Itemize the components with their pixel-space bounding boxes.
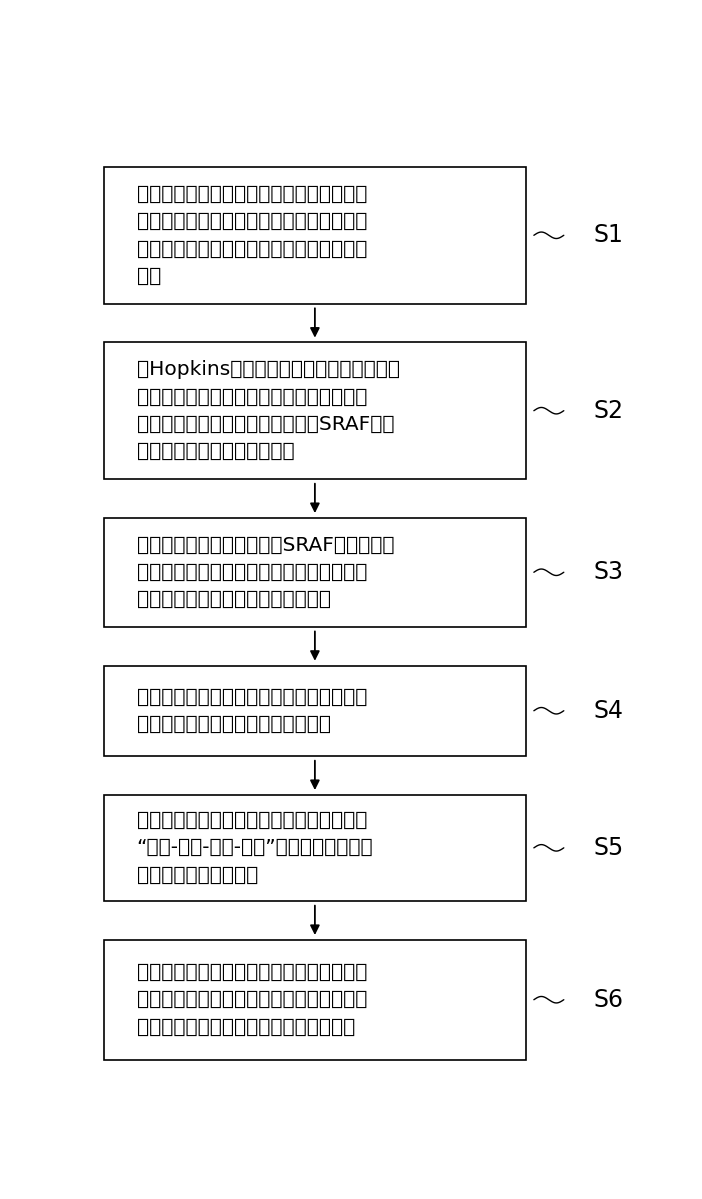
Text: S4: S4 bbox=[594, 699, 623, 723]
Text: S3: S3 bbox=[594, 560, 623, 584]
Text: 使用遗传进化算法对当前所述种群重复进行
“评价-选择-交叉-变异”计算，获得所述评
价标准函数的迭代更新: 使用遗传进化算法对当前所述种群重复进行 “评价-选择-交叉-变异”计算，获得所述… bbox=[137, 811, 373, 885]
Bar bbox=[104, 167, 526, 303]
Bar bbox=[104, 940, 526, 1060]
Text: S5: S5 bbox=[594, 836, 624, 860]
Text: 在Hopkins计算光刻模型中通过离散方式计
算光强分布得到非对应掩模图形的光强波峰
位置，从而确定亚分辨率辅助图形SRAF位置
变量的初始位置用于优化掩模: 在Hopkins计算光刻模型中通过离散方式计 算光强分布得到非对应掩模图形的光强… bbox=[137, 361, 399, 462]
Bar bbox=[104, 518, 526, 627]
Bar bbox=[104, 343, 526, 480]
Text: 基于所述亚分辨率辅助图形SRAF位置变量的
初始位置和所述照明光源的区域划分，使用
实数编码的方法建立优化变量的种群: 基于所述亚分辨率辅助图形SRAF位置变量的 初始位置和所述照明光源的区域划分，使… bbox=[137, 536, 395, 609]
Text: 对所述种群中单一染色体通过计算光刻模型
确定多目标优化策略的评价标准函数: 对所述种群中单一染色体通过计算光刻模型 确定多目标优化策略的评价标准函数 bbox=[137, 687, 367, 734]
Text: S2: S2 bbox=[594, 399, 623, 423]
Text: S6: S6 bbox=[594, 988, 623, 1012]
Bar bbox=[104, 665, 526, 757]
Text: S1: S1 bbox=[594, 223, 623, 247]
Bar bbox=[104, 795, 526, 900]
Text: 当所述种群内染色体的数量及染色体不再变
化时得到最终种群，通过解码所述最终种群
得到多目标优化策略的解集帕累托支撑解: 当所述种群内染色体的数量及染色体不再变 化时得到最终种群，通过解码所述最终种群 … bbox=[137, 963, 367, 1036]
Text: 根据优化掩模图形的周期，通过划分多个圆
重叠的方法得到照明光源的区域划分用于优
化光源，所述圆的圆心对应掩模函数的采样
频率: 根据优化掩模图形的周期，通过划分多个圆 重叠的方法得到照明光源的区域划分用于优 … bbox=[137, 185, 367, 285]
